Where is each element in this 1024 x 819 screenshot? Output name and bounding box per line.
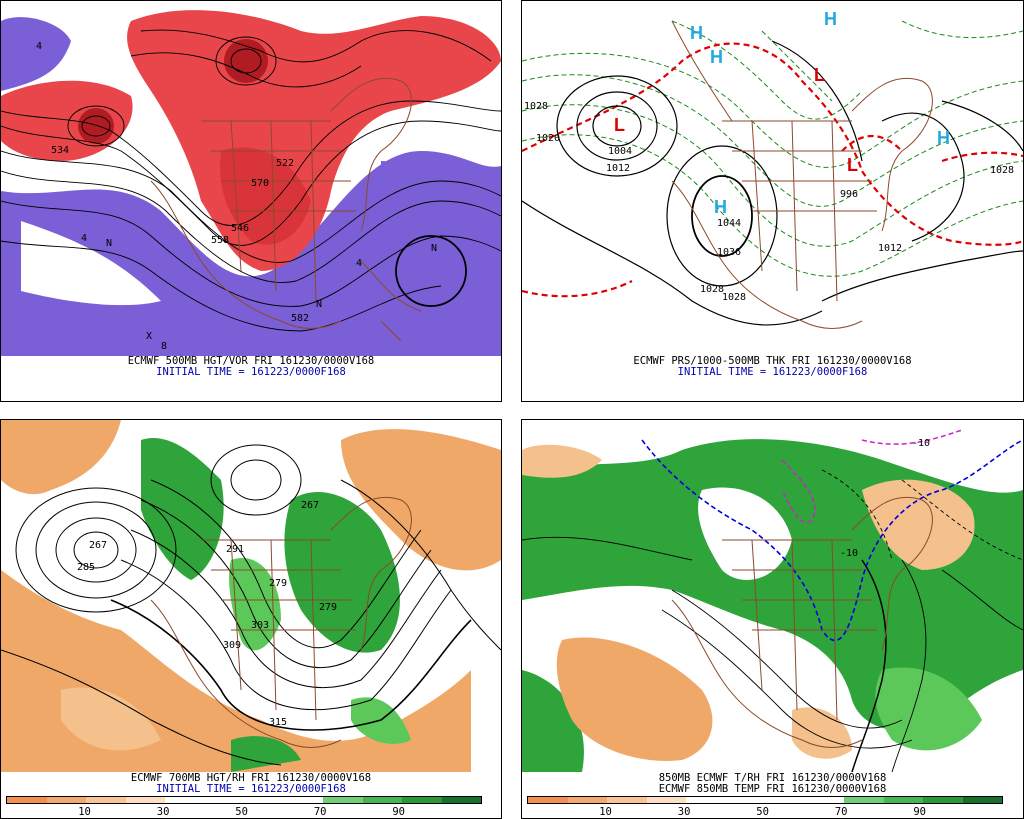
contour-label: 4 [356, 258, 362, 269]
isobar-label: 1012 [878, 243, 902, 254]
colorbar-tick-labels: 10 30 50 70 90 [527, 806, 1003, 818]
colorbar-swatch [528, 797, 568, 803]
isobar-label: 1028 [700, 284, 724, 295]
isobar-label: 1028 [990, 165, 1014, 176]
contour-label: 267 [89, 540, 107, 551]
isobar-label: 1012 [606, 163, 630, 174]
contour-label: N [316, 299, 322, 310]
rh-700mb-map: 267 291 279 267 279 303 309 315 285 [1, 420, 501, 772]
contour-label: 267 [301, 500, 319, 511]
panel-title-line2: INITIAL TIME = 161223/0000F168 [677, 366, 868, 378]
isobar-label: 1036 [717, 247, 741, 258]
colorbar-tick: 30 [677, 806, 691, 818]
high-pressure-marker: H [824, 9, 837, 29]
colorbar-swatch [402, 797, 442, 803]
temp-rh-850mb-map: -10 -10 [522, 420, 1023, 772]
colorbar-swatch [844, 797, 884, 803]
panel-pressure-thickness: H H H H H L L L 1028 1020 1004 1012 1044… [521, 0, 1024, 402]
colorbar-swatch [804, 797, 844, 803]
colorbar-tick-labels: 10 30 50 70 90 [6, 806, 482, 818]
panel-850mb-temp-rh: -10 -10 850MB ECMWF T/RH FRI 161230/0000… [521, 419, 1024, 819]
high-pressure-marker: H [710, 47, 723, 67]
contour-label: 285 [77, 562, 95, 573]
contour-label: N [431, 243, 437, 254]
high-pressure-marker: H [937, 128, 950, 148]
high-pressure-marker: H [690, 23, 703, 43]
contour-label: 8 [161, 341, 167, 352]
pressure-thickness-map: H H H H H L L L 1028 1020 1004 1012 1044… [522, 1, 1023, 356]
isobar-label: 1028 [722, 292, 746, 303]
colorbar-swatch [962, 797, 1002, 803]
colorbar-swatch [125, 797, 165, 803]
contour-label: -10 [840, 548, 858, 559]
contour-label: 582 [291, 313, 309, 324]
contour-label: 309 [223, 640, 241, 651]
panel-title-line1: 850MB ECMWF T/RH FRI 161230/0000V168 [658, 772, 887, 784]
colorbar-swatch [686, 797, 726, 803]
contour-label: N [106, 238, 112, 249]
colorbar-tick: 10 [599, 806, 612, 818]
colorbar-tick: 70 [313, 806, 327, 818]
contour-label: 546 [231, 223, 249, 234]
colorbar-swatch [46, 797, 86, 803]
colorbar-swatch [323, 797, 363, 803]
vorticity-map: 534 522 546 558 570 582 4 4 4 N N N X 8 [1, 1, 501, 356]
colorbar-swatch [567, 797, 607, 803]
colorbar-swatch [765, 797, 805, 803]
low-pressure-marker: L [814, 65, 825, 85]
colorbar-swatch [607, 797, 647, 803]
colorbar-swatch [923, 797, 963, 803]
colorbar-swatch [244, 797, 284, 803]
colorbar-swatch [204, 797, 244, 803]
rh-colorbar [527, 796, 1003, 804]
colorbar-swatch [646, 797, 686, 803]
colorbar-tick: 90 [392, 806, 406, 818]
contour-label: 291 [226, 544, 244, 555]
colorbar-swatch [362, 797, 402, 803]
isobar-label: 996 [840, 189, 858, 200]
colorbar-swatch [441, 797, 481, 803]
contour-label: 522 [276, 158, 294, 169]
colorbar-swatch [165, 797, 205, 803]
panel-500mb-vorticity: 534 522 546 558 570 582 4 4 4 N N N X 8 … [0, 0, 502, 402]
colorbar-swatch [86, 797, 126, 803]
panel-700mb-rh: 267 291 279 267 279 303 309 315 285 ECMW… [0, 419, 502, 819]
high-pressure-marker: H [714, 197, 727, 217]
colorbar-tick: 50 [756, 806, 769, 818]
colorbar-tick: 50 [235, 806, 248, 818]
panel-title-line2: INITIAL TIME = 161223/0000F168 [156, 783, 346, 795]
panel-title-line2: ECMWF 850MB TEMP FRI 161230/0000V168 [658, 783, 887, 795]
contour-label: 4 [81, 233, 87, 244]
contour-label: 4 [36, 41, 42, 52]
contour-label: 303 [251, 620, 269, 631]
isobar-label: 1020 [536, 133, 560, 144]
colorbar-swatch [7, 797, 47, 803]
contour-label: 279 [319, 602, 337, 613]
colorbar-swatch [725, 797, 765, 803]
colorbar-swatch [283, 797, 323, 803]
colorbar-tick: 70 [834, 806, 848, 818]
panel-title-line1: ECMWF 700MB HGT/RH FRI 161230/0000V168 [130, 772, 372, 784]
colorbar-swatch [883, 797, 923, 803]
colorbar-tick: 90 [913, 806, 927, 818]
isobar-label: 1028 [524, 101, 548, 112]
panel-title-line1: ECMWF 500MB HGT/VOR FRI 161230/0000V168 [127, 355, 375, 367]
contour-label: -10 [912, 438, 930, 449]
contour-label: 279 [269, 578, 287, 589]
contour-label: 315 [269, 717, 287, 728]
contour-label: 534 [51, 145, 69, 156]
contour-label: 570 [251, 178, 269, 189]
isobar-label: 1044 [717, 218, 741, 229]
isobar-label: 1004 [608, 146, 632, 157]
rh-colorbar [6, 796, 482, 804]
colorbar-tick: 10 [78, 806, 91, 818]
contour-label: X [146, 331, 152, 342]
panel-title-line1: ECMWF PRS/1000-500MB THK FRI 161230/0000… [633, 355, 912, 367]
low-pressure-marker: L [614, 115, 625, 135]
low-pressure-marker: L [847, 155, 858, 175]
panel-title-line2: INITIAL TIME = 161223/0000F168 [156, 366, 346, 378]
colorbar-tick: 30 [156, 806, 170, 818]
contour-label: 558 [211, 235, 229, 246]
